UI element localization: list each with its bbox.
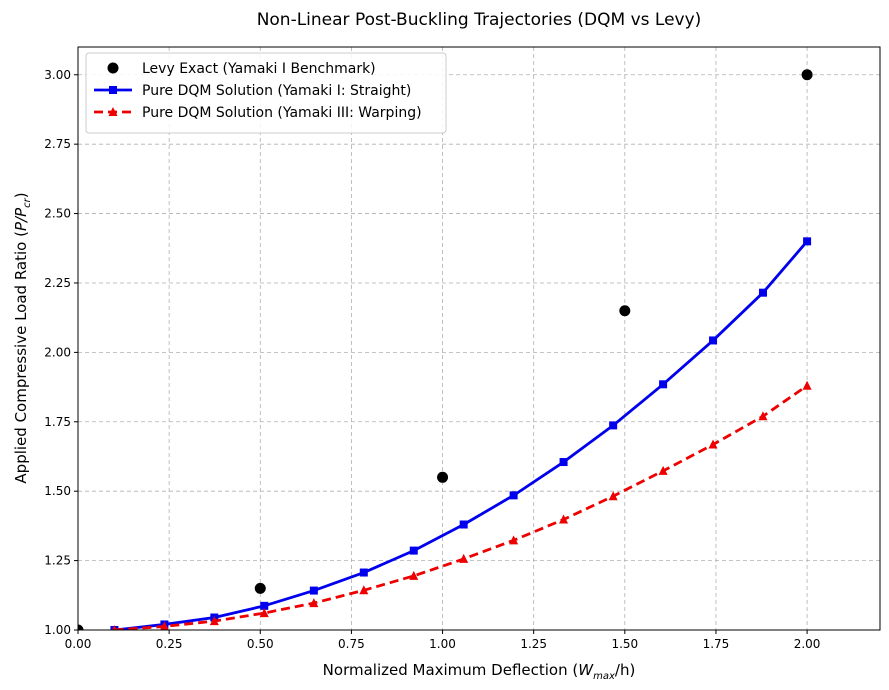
data-point-levy-exact	[437, 471, 449, 483]
x-tick-label: 2.00	[794, 637, 821, 651]
series-levy-exact	[78, 69, 813, 630]
y-tick-label: 3.00	[44, 68, 71, 82]
legend-marker-dqm-warping	[108, 107, 118, 116]
y-axis-title-main: Applied Compressive Load Ratio (	[12, 231, 30, 484]
data-point-dqm-straight	[260, 601, 269, 610]
y-tick-label: 1.00	[44, 623, 71, 637]
data-point-dqm-warping	[359, 585, 369, 595]
y-tick-label: 2.75	[44, 137, 71, 151]
data-point-dqm-warping	[409, 570, 419, 580]
data-point-dqm-warping	[459, 553, 469, 563]
data-point-dqm-straight	[803, 237, 812, 246]
x-tick-label: 1.25	[520, 637, 547, 651]
y-tick-label: 1.75	[44, 415, 71, 429]
x-tick-label: 0.00	[65, 637, 92, 651]
y-tick-label: 1.50	[44, 484, 71, 498]
data-point-dqm-straight	[659, 380, 668, 389]
data-point-dqm-straight	[609, 421, 618, 430]
x-tick-label: 0.50	[247, 637, 274, 651]
data-point-dqm-warping	[111, 625, 117, 630]
data-point-dqm-straight	[509, 491, 518, 500]
legend-label-dqm-warping: Pure DQM Solution (Yamaki III: Warping)	[142, 105, 422, 121]
axis-ticks: 0.00 0.25 0.50 0.75 1.00 1.25 1.50 1.75 2.00 1.00…	[44, 68, 820, 651]
data-point-levy-exact	[78, 624, 84, 630]
data-point-dqm-warping	[309, 598, 319, 608]
data-point-dqm-warping	[658, 465, 668, 475]
data-point-dqm-straight	[709, 336, 718, 345]
legend-entry-levy-exact: Levy Exact (Yamaki I Benchmark)	[107, 61, 376, 77]
legend-marker-levy-exact	[107, 62, 119, 74]
data-point-dqm-warping	[559, 514, 569, 524]
data-point-dqm-warping	[509, 535, 519, 545]
grid	[77, 47, 880, 631]
plot-frame	[77, 46, 881, 631]
data-point-dqm-warping	[160, 621, 169, 630]
x-axis-title: Normalized Maximum Deflection (Wmax/h)	[323, 661, 636, 682]
x-axis-title-main: Normalized Maximum Deflection (	[323, 661, 579, 679]
y-axis-title: Applied Compressive Load Ratio (P/Pcr)	[12, 192, 33, 483]
data-point-dqm-straight	[309, 586, 318, 595]
y-tick-label: 2.25	[44, 276, 71, 290]
data-point-dqm-straight	[359, 568, 368, 577]
data-point-dqm-straight	[409, 546, 418, 555]
data-point-dqm-warping	[608, 491, 618, 501]
legend-box	[85, 52, 447, 134]
data-point-dqm-straight	[559, 458, 568, 467]
legend-label-dqm-straight: Pure DQM Solution (Yamaki I: Straight)	[142, 83, 411, 99]
y-tick-label: 2.00	[44, 345, 71, 359]
x-axis-title-sub: max	[593, 671, 615, 682]
series-dqm-warping	[111, 380, 812, 630]
chart-title: Non-Linear Post-Buckling Trajectories (D…	[257, 10, 702, 30]
legend-entry-dqm-straight: Pure DQM Solution (Yamaki I: Straight)	[94, 83, 411, 99]
data-point-dqm-warping	[758, 411, 768, 421]
y-axis-title-tail: )	[12, 192, 30, 198]
y-tick-label: 1.25	[44, 554, 71, 568]
data-point-levy-exact	[254, 582, 266, 594]
legend: Levy Exact (Yamaki I Benchmark) Pure DQM …	[85, 52, 447, 134]
data-point-dqm-warping	[802, 380, 812, 390]
x-axis-title-tail: /h)	[615, 661, 635, 679]
data-point-levy-exact	[619, 305, 631, 317]
legend-marker-dqm-straight	[109, 86, 117, 94]
data-point-dqm-straight	[758, 288, 767, 297]
y-axis-title-var: P/P	[12, 207, 30, 231]
data-point-dqm-warping	[708, 439, 718, 449]
y-axis-title-sub: cr	[22, 197, 33, 207]
y-tick-label: 2.50	[44, 207, 71, 221]
data-point-dqm-warping	[259, 608, 269, 618]
x-tick-label: 0.25	[156, 637, 183, 651]
legend-label-levy-exact: Levy Exact (Yamaki I Benchmark)	[142, 61, 376, 77]
plot-series	[78, 69, 813, 630]
data-point-dqm-warping	[209, 616, 219, 626]
x-tick-label: 1.00	[429, 637, 456, 651]
x-axis-title-var: W	[578, 661, 594, 679]
x-tick-label: 1.50	[611, 637, 638, 651]
x-tick-label: 0.75	[338, 637, 365, 651]
data-point-dqm-straight	[459, 520, 468, 529]
data-point-levy-exact	[801, 69, 813, 81]
legend-entry-dqm-warping: Pure DQM Solution (Yamaki III: Warping)	[94, 105, 422, 121]
x-tick-label: 1.75	[703, 637, 730, 651]
